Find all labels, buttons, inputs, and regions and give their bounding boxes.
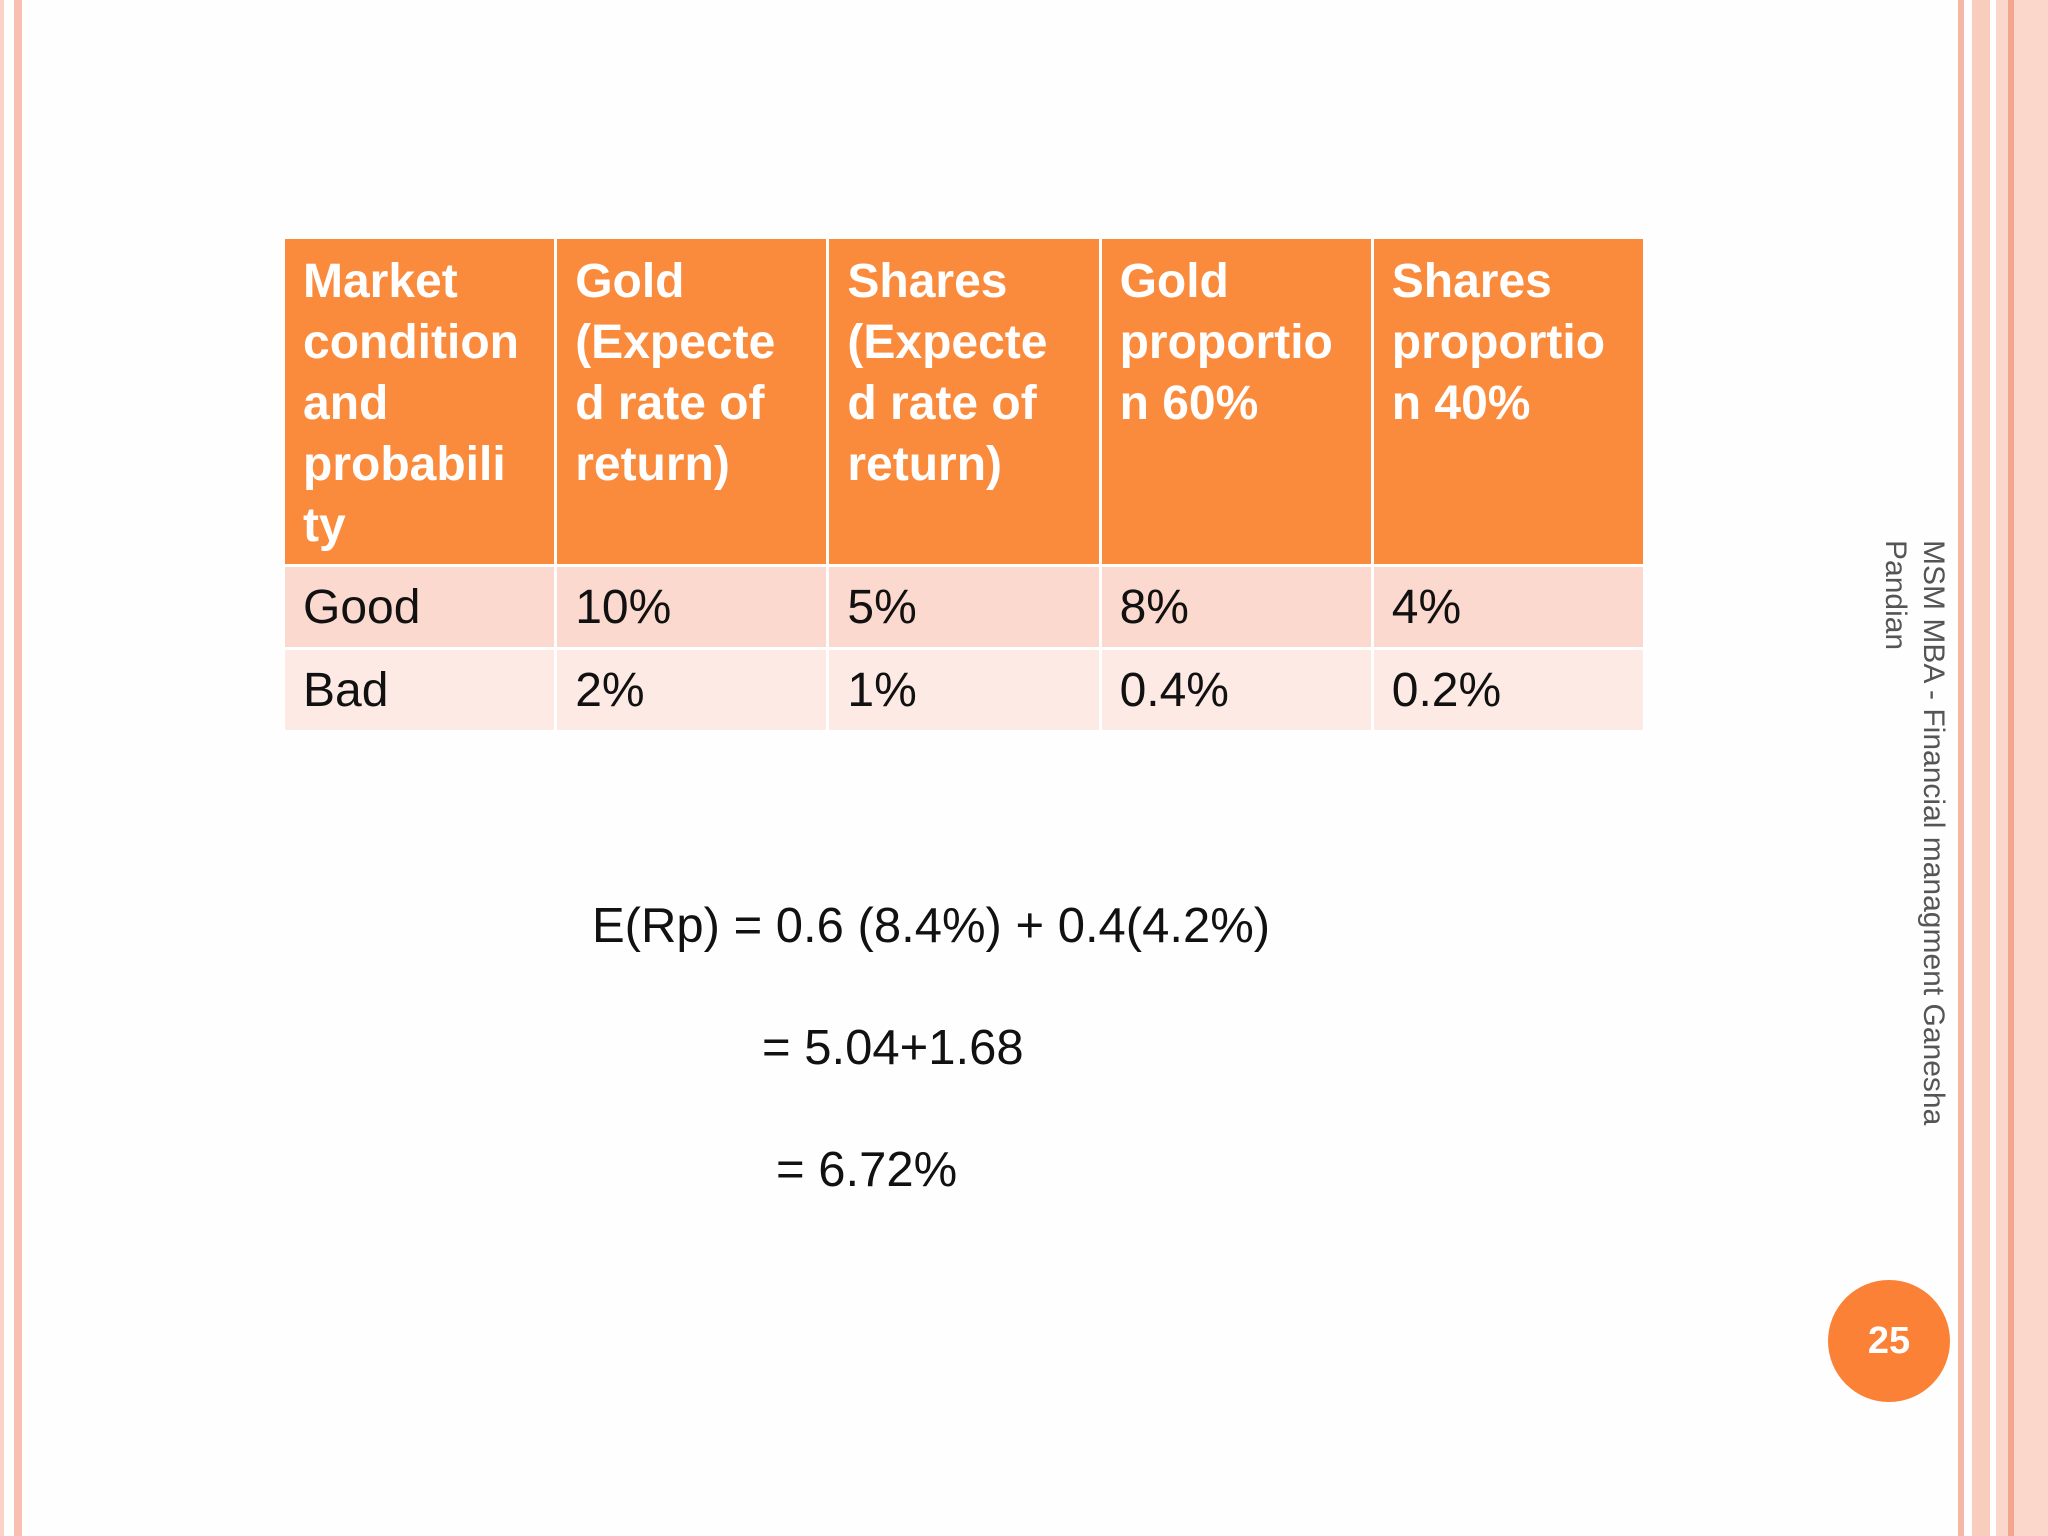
header-shares-return: Shares (Expecte d rate of return) [826, 236, 1102, 567]
table-cell: 4% [1370, 564, 1647, 650]
table-cell: Good [281, 564, 558, 650]
table-cell: 1% [826, 647, 1102, 733]
footer-course-label: MSM MBA - Financial managment Ganesha Pa… [1879, 540, 1950, 1126]
header-market-condition: Market condition and probabili ty [281, 236, 558, 567]
table-cell: 2% [554, 647, 830, 733]
table-row: Bad 2% 1% 0.4% 0.2% [281, 647, 1647, 733]
header-shares-proportion: Shares proportio n 40% [1370, 236, 1647, 567]
page-number-badge: 25 [1828, 1280, 1950, 1402]
table-cell: 10% [554, 564, 830, 650]
table-cell: 0.2% [1370, 647, 1647, 733]
formula-line-1: E(Rp) = 0.6 (8.4%) + 0.4(4.2%) [592, 899, 1271, 953]
table-cell: Bad [281, 647, 558, 733]
frame-line-left [14, 0, 22, 1536]
frame-line-right-1 [1958, 0, 1964, 1536]
table-cell: 8% [1098, 564, 1374, 650]
frame-line-right-2 [1972, 0, 1990, 1536]
header-gold-proportion: Gold proportio n 60% [1098, 236, 1374, 567]
formula-line-2: = 5.04+1.68 [762, 1021, 1024, 1075]
frame-line-right-4 [2008, 0, 2014, 1536]
frame-line-left-thin [0, 0, 4, 1536]
table-header-row: Market condition and probabili ty Gold (… [281, 236, 1647, 567]
formula-line-3: = 6.72% [776, 1143, 958, 1197]
table-row: Good 10% 5% 8% 4% [281, 564, 1647, 650]
header-gold-return: Gold (Expecte d rate of return) [554, 236, 830, 567]
frame-line-right-3 [1996, 0, 2048, 1536]
returns-table: Market condition and probabili ty Gold (… [281, 236, 1647, 733]
table-cell: 5% [826, 564, 1102, 650]
table-cell: 0.4% [1098, 647, 1374, 733]
